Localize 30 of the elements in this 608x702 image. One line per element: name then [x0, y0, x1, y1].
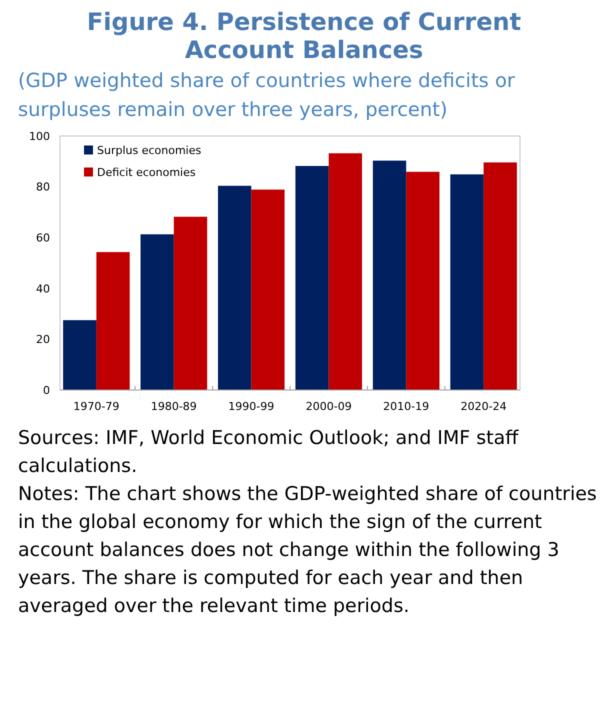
bar: [140, 234, 174, 390]
bar: [295, 166, 329, 390]
y-tick-label: 80: [36, 180, 50, 194]
legend-label: Surplus economies: [97, 144, 202, 157]
bar: [174, 216, 208, 390]
x-tick-label: 2020-24: [460, 400, 507, 413]
x-tick-label: 1990-99: [228, 400, 274, 413]
x-tick-label: 2010-19: [383, 400, 430, 413]
bar: [406, 172, 440, 390]
x-tick-label: 1980-89: [150, 400, 197, 413]
bar: [328, 153, 362, 390]
bar: [63, 320, 96, 390]
text: Notes: The chart shows the GDP-weighted share of countries in the global economy for which the sign of the current account balances does not change within the following 3 years. The share is computed for each year and then averaged over the relevant time periods.: [17, 482, 598, 619]
chart-title: Figure 4. Persistence of Current Account Balances: [86, 8, 522, 64]
y-tick-label: 60: [36, 231, 50, 244]
y-tick-label: 100: [29, 130, 50, 143]
bar: [251, 190, 285, 390]
y-tick-label: 0: [43, 384, 50, 397]
y-tick-label: 20: [36, 333, 50, 346]
bar: [96, 252, 130, 390]
legend-label: Deficit economies: [97, 166, 196, 179]
y-tick-label: 40: [36, 282, 50, 296]
bar: [372, 160, 406, 390]
bar: [218, 186, 252, 390]
source-note: Sources: IMF, World Economic Outlook; and IMF staff calculations.: [17, 426, 520, 479]
bar: [484, 162, 517, 390]
bar: [450, 174, 484, 390]
x-tick-label: 2000-09: [306, 400, 352, 413]
chart-subtitle: (GDP weighted share of countries where deficits or surpluses remain over three years, percent): [17, 68, 516, 123]
x-tick-label: 1970-79: [73, 400, 120, 413]
